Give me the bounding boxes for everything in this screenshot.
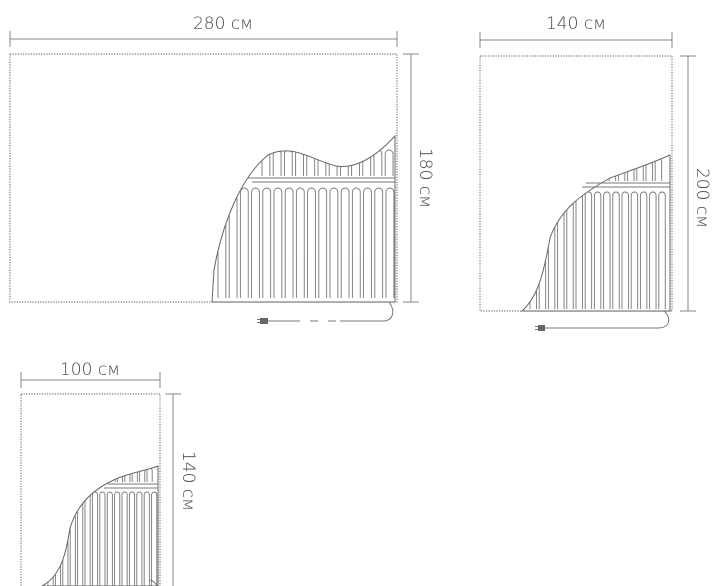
power-cord (535, 310, 670, 331)
plug-icon (538, 325, 545, 331)
height-label: 180 см (415, 148, 435, 208)
width-dimension: 140 см (479, 14, 673, 48)
mat-100x140: 100 см 140 см (20, 360, 198, 586)
width-dimension: 100 см (20, 360, 161, 388)
plug-icon (260, 318, 268, 324)
mat-280x180: 280 см 180 см (9, 14, 435, 324)
height-label: 200 см (692, 168, 712, 228)
height-dimension: 200 см (680, 55, 712, 312)
width-dimension: 280 см (9, 14, 398, 47)
mat-140x200: 140 см 200 см (479, 14, 712, 331)
width-label: 140 см (546, 14, 606, 34)
height-label: 140 см (178, 451, 198, 511)
height-dimension: 140 см (165, 393, 198, 586)
width-label: 100 см (60, 360, 120, 380)
height-dimension: 180 см (403, 53, 435, 303)
power-cord (257, 301, 394, 324)
width-label: 280 см (193, 14, 253, 34)
